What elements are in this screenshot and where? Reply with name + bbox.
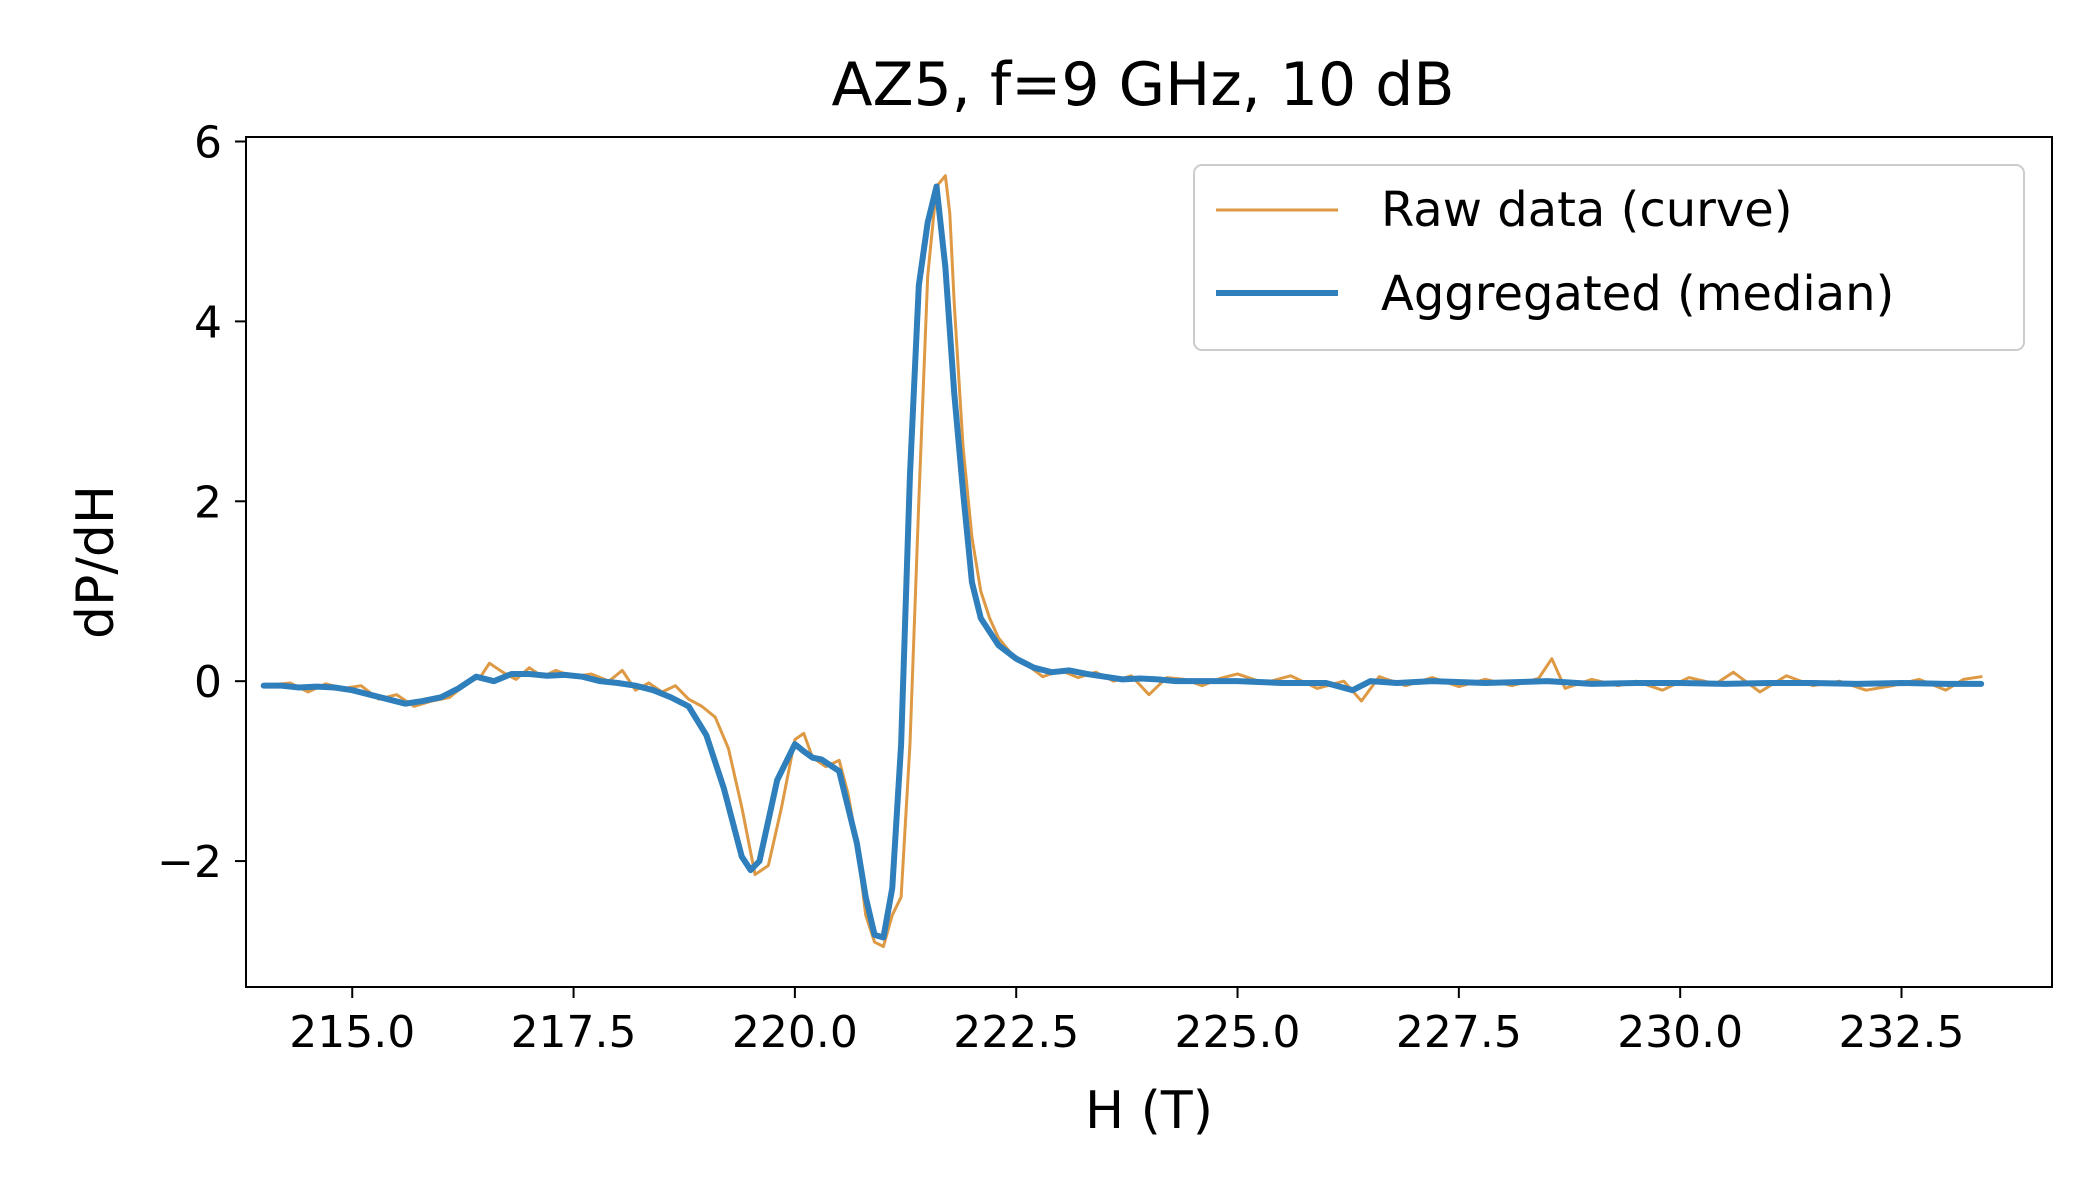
x-tick-label: 222.5 xyxy=(953,1007,1079,1058)
x-tick-label: 220.0 xyxy=(732,1007,858,1058)
x-tick-label: 215.0 xyxy=(289,1007,415,1058)
legend-frame xyxy=(1193,164,2025,351)
y-tick-label: 4 xyxy=(194,297,222,348)
x-tick-label: 230.0 xyxy=(1617,1007,1743,1058)
series-layer xyxy=(260,174,1985,949)
y-tick-label: 6 xyxy=(194,117,222,168)
x-axis-label: H (T) xyxy=(1085,1081,1213,1141)
plot-frame xyxy=(245,136,2053,988)
x-tick-label: 217.5 xyxy=(511,1007,637,1058)
y-tick-label: 2 xyxy=(194,477,222,528)
y-axis-ticks: −2 0 2 4 6 xyxy=(157,117,246,888)
x-tick-label: 232.5 xyxy=(1839,1007,1965,1058)
x-tick-label: 225.0 xyxy=(1175,1007,1301,1058)
legend: Raw data (curve) Aggregated (median) xyxy=(1193,164,2025,351)
x-axis-ticks: 215.0 217.5 220.0 222.5 225.0 227.5 230.0 232.5 xyxy=(289,987,1964,1058)
x-tick-label: 227.5 xyxy=(1396,1007,1522,1058)
y-axis-label: dP/dH xyxy=(66,485,126,639)
legend-label-raw-data: Raw data (curve) xyxy=(1381,182,1793,238)
legend-label-aggregated: Aggregated (median) xyxy=(1381,266,1894,322)
series-line-aggregated xyxy=(260,183,1985,941)
chart-title: AZ5, f=9 GHz, 10 dB xyxy=(831,50,1454,120)
y-tick-label: 0 xyxy=(194,657,222,708)
y-tick-label: −2 xyxy=(157,837,222,888)
